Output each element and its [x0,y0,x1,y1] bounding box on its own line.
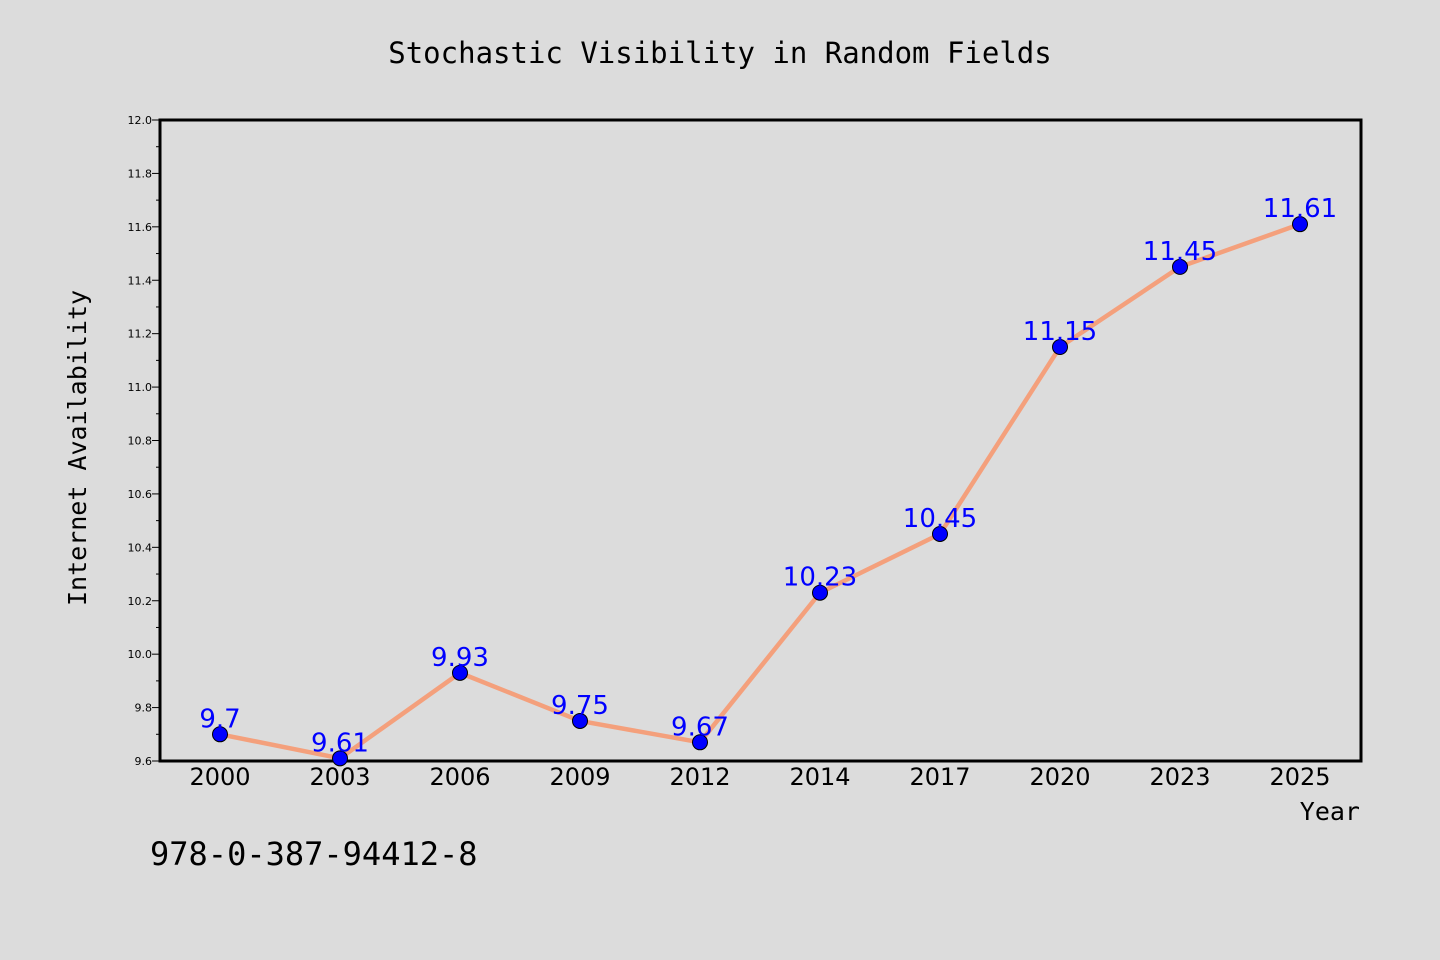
data-label: 11.61 [1263,194,1337,224]
y-tick-label: 11.6 [128,221,153,234]
series-layer: 9.7 9.61 9.93 9.75 9.67 10.23 10.45 11.15 11.45 1… [199,194,1337,767]
x-tick-label: 2006 [429,763,490,791]
x-tick-label: 2000 [189,763,250,791]
x-tick-label: 2009 [549,763,610,791]
y-tick-label: 11.0 [128,381,153,394]
y-axis-ticks: 9.6 9.8 10.0 10.2 10.4 10.6 10.8 11.0 11.2 11.4 11… [128,114,160,768]
x-axis-label: Year [1300,797,1360,826]
data-label: 10.45 [903,504,977,534]
data-label: 9.61 [311,728,369,758]
y-tick-label: 9.8 [135,702,153,715]
y-tick-label: 10.8 [128,435,153,448]
data-point [692,734,708,751]
data-point [212,726,228,743]
data-label: 9.93 [431,643,489,673]
data-label: 9.75 [551,691,609,721]
x-tick-label: 2012 [669,763,730,791]
x-tick-label: 2017 [909,763,970,791]
chart-title: Stochastic Visibility in Random Fields [388,36,1051,70]
data-label: 9.7 [199,704,240,734]
y-tick-label: 10.4 [128,541,153,554]
x-tick-label: 2023 [1149,763,1210,791]
series-line [219,222,1301,761]
data-label: 10.23 [783,563,857,593]
y-tick-label: 12.0 [128,114,153,127]
x-axis-ticks: 2000 2003 2006 2009 2012 2014 2017 2020 2023 2025 [189,763,1330,791]
data-point [332,750,348,767]
y-tick-label: 10.0 [128,648,153,661]
x-tick-label: 2003 [309,763,370,791]
y-axis-label: Internet Availability [63,290,92,606]
data-label: 11.15 [1023,317,1097,347]
data-label: 11.45 [1143,237,1217,267]
data-point [812,584,828,601]
plot-area [158,118,1363,763]
y-tick-label: 10.2 [128,595,153,608]
y-tick-label: 9.6 [135,755,153,768]
data-point [1172,258,1188,275]
x-tick-label: 2014 [789,763,850,791]
data-label: 9.67 [671,712,729,742]
data-point [932,525,948,542]
y-tick-label: 11.4 [128,274,153,287]
data-point [1292,216,1308,233]
y-tick-label: 11.8 [128,167,153,180]
data-point [452,664,468,681]
x-tick-label: 2025 [1269,763,1330,791]
data-point [572,712,588,729]
isbn-annotation: 978-0-387-94412-8 [150,835,478,873]
y-tick-label: 10.6 [128,488,153,501]
data-point [1052,339,1068,356]
x-tick-label: 2020 [1029,763,1090,791]
y-tick-label: 11.2 [128,328,153,341]
